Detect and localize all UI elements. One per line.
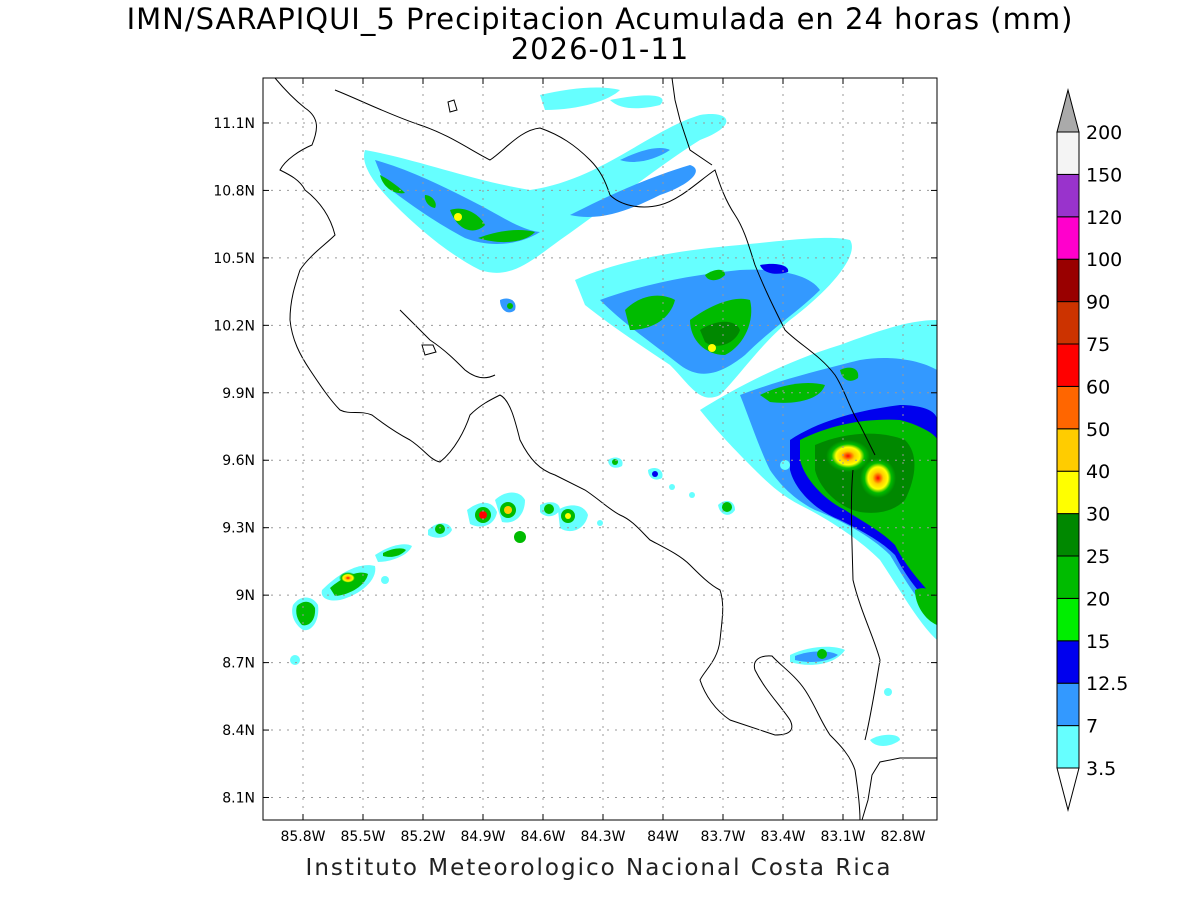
colorbar-arrow-bottom (1056, 767, 1080, 812)
x-tick-label: 83.4W (760, 829, 805, 845)
colorbar-label: 7 (1086, 716, 1098, 738)
precip-band-central (575, 237, 852, 398)
map-title: IMN/SARAPIQUI_5 Precipitacion Acumulada … (126, 2, 1074, 36)
y-tick-label: 9.3N (222, 521, 255, 537)
colorbar-segment (1056, 513, 1080, 557)
colorbar-label: 60 (1086, 376, 1110, 398)
y-tick-label: 9N (236, 588, 255, 604)
precip-cells-pacific (290, 492, 603, 665)
colorbar-label: 20 (1086, 588, 1110, 610)
x-tick-label: 83.7W (700, 829, 745, 845)
plot-frame (262, 77, 938, 821)
y-tick-label: 11.1N (213, 116, 255, 132)
y-tick-label: 8.4N (222, 723, 255, 739)
x-axis: 85.8W 85.5W 85.2W 84.9W 84.6W 84.3W 84W 83.7W 83… (280, 78, 926, 845)
precip-cells-central (608, 457, 790, 515)
x-tick-label: 84.6W (520, 829, 565, 845)
y-tick-label: 10.2N (213, 318, 255, 334)
colorbar-label: 40 (1086, 461, 1110, 483)
colorbar-arrow-top (1056, 88, 1080, 133)
map-date: 2026-01-11 (510, 32, 690, 66)
colorbar-label: 100 (1086, 249, 1122, 271)
colorbar-segment (1056, 555, 1080, 599)
colorbar: 3.5 7 12.5 15 20 25 30 40 50 60 75 90 100 120 150 200 (1056, 88, 1128, 812)
grid-lines (263, 78, 937, 820)
y-tick-label: 10.8N (213, 183, 255, 199)
y-tick-label: 8.7N (222, 656, 255, 672)
precip-field (274, 78, 937, 820)
credit-text: Instituto Meteorologico Nacional Costa R… (305, 855, 893, 881)
colorbar-segment (1056, 216, 1080, 260)
x-tick-label: 84.3W (580, 829, 625, 845)
colorbar-segment (1056, 173, 1080, 218)
colorbar-label: 15 (1086, 631, 1110, 653)
colorbar-segment (1056, 343, 1080, 387)
y-tick-label: 9.9N (222, 386, 255, 402)
x-tick-label: 83.1W (820, 829, 865, 845)
colorbar-segment (1056, 131, 1080, 175)
colorbar-segment (1056, 428, 1080, 472)
x-tick-label: 84.9W (460, 829, 505, 845)
colorbar-label: 50 (1086, 419, 1110, 441)
y-tick-label: 10.5N (213, 251, 255, 267)
colorbar-segment (1056, 470, 1080, 515)
colorbar-segment (1056, 725, 1080, 769)
colorbar-label: 150 (1086, 164, 1122, 186)
colorbar-label: 90 (1086, 292, 1110, 314)
x-tick-label: 84W (647, 829, 679, 845)
x-tick-label: 82.8W (880, 829, 925, 845)
colorbar-segment (1056, 597, 1080, 642)
colorbar-segment (1056, 640, 1080, 684)
colorbar-segment (1056, 385, 1080, 430)
colorbar-label: 200 (1086, 122, 1122, 144)
x-tick-label: 85.2W (400, 829, 445, 845)
colorbar-label: 75 (1086, 334, 1110, 356)
colorbar-label: 12.5 (1086, 673, 1128, 695)
y-axis: 11.1N 10.8N 10.5N 10.2N 9.9N 9.6N 9.3N 9N 8.7N 8.… (213, 116, 937, 807)
y-tick-label: 8.1N (222, 791, 255, 807)
colorbar-label: 3.5 (1086, 758, 1116, 780)
colorbar-label: 120 (1086, 207, 1122, 229)
colorbar-label: 30 (1086, 504, 1110, 526)
x-tick-label: 85.5W (340, 829, 385, 845)
colorbar-segment (1056, 301, 1080, 345)
national-borders (334, 78, 881, 741)
precip-band-north (364, 87, 727, 313)
y-tick-label: 9.6N (222, 453, 255, 469)
colorbar-segment (1056, 682, 1080, 727)
x-tick-label: 85.8W (280, 829, 325, 845)
precip-band-southeast (700, 320, 937, 746)
colorbar-segment (1056, 258, 1080, 303)
colorbar-label: 25 (1086, 546, 1110, 568)
